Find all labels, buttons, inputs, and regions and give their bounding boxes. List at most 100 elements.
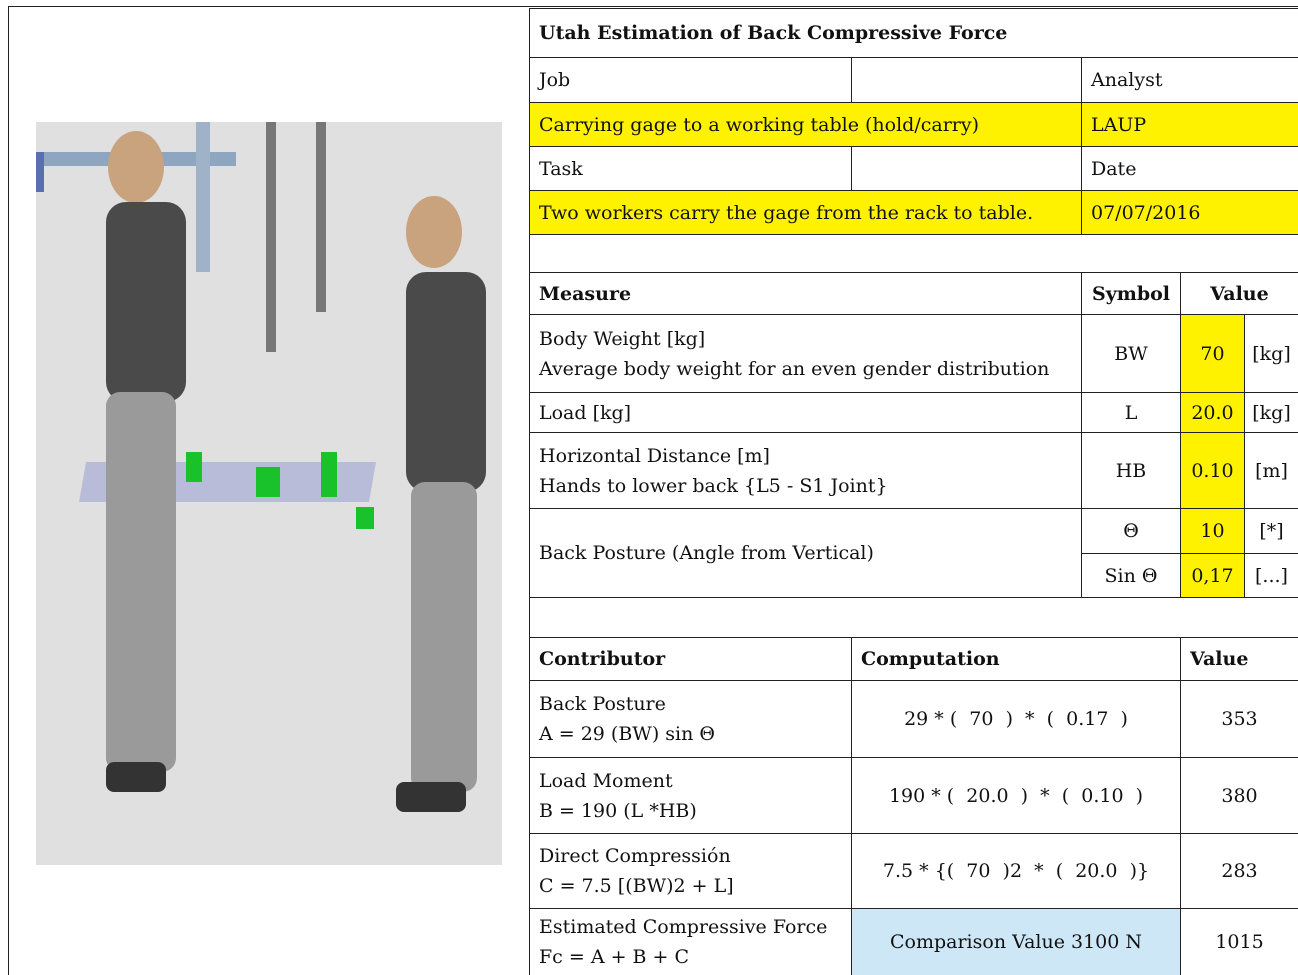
cell-text: Comparison Value 3100 N bbox=[890, 927, 1142, 957]
cell-text: Value bbox=[1190, 644, 1289, 674]
cell-text: Load [kg] bbox=[539, 398, 1072, 428]
cell-text: [m] bbox=[1255, 456, 1288, 486]
cell-text: Estimated Compressive Force bbox=[539, 912, 842, 942]
field: LAUP bbox=[1081, 102, 1298, 147]
cell-text: Hands to lower back {L5 - S1 Joint} bbox=[539, 471, 1072, 501]
unit: [*] bbox=[1244, 508, 1298, 554]
cell-text: BW bbox=[1114, 339, 1148, 369]
cell-text: Computation bbox=[861, 644, 1171, 674]
symbol: Sin Θ bbox=[1081, 553, 1181, 598]
column-header: Computation bbox=[851, 637, 1181, 681]
cell-text: A = 29 (BW) sin Θ bbox=[539, 719, 842, 749]
value: 0.10 bbox=[1180, 432, 1245, 509]
field: 07/07/2016 bbox=[1081, 190, 1298, 235]
result: 380 bbox=[1180, 757, 1298, 834]
cell-text: Date bbox=[1091, 154, 1289, 184]
measure: Load [kg] bbox=[529, 392, 1082, 433]
cell-text: 20.0 bbox=[1191, 398, 1233, 428]
cell-text: Average body weight for an even gender d… bbox=[539, 354, 1072, 384]
cell-text: B = 190 (L *HB) bbox=[539, 796, 842, 826]
value: 0,17 bbox=[1180, 553, 1245, 598]
label: Job bbox=[529, 57, 852, 103]
symbol: BW bbox=[1081, 314, 1181, 393]
cell-text: Back Posture bbox=[539, 689, 842, 719]
cell-text: Sin Θ bbox=[1105, 561, 1158, 591]
cell-text: C = 7.5 [(BW)2 + L] bbox=[539, 871, 842, 901]
value: 10 bbox=[1180, 508, 1245, 554]
cell-text: 70 bbox=[1200, 339, 1224, 369]
column-header: Measure bbox=[529, 272, 1082, 315]
empty bbox=[851, 146, 1082, 191]
value: 70 bbox=[1180, 314, 1245, 393]
symbol: HB bbox=[1081, 432, 1181, 509]
cell-text: 380 bbox=[1221, 781, 1257, 811]
measure: Horizontal Distance [m]Hands to lower ba… bbox=[529, 432, 1082, 509]
cell-text: 29 * ( 70 ) * ( 0.17 ) bbox=[904, 704, 1128, 734]
column-header: Value bbox=[1180, 637, 1298, 681]
cell-text: Load Moment bbox=[539, 766, 842, 796]
computation: 29 * ( 70 ) * ( 0.17 ) bbox=[851, 680, 1181, 758]
cell-text: 0.10 bbox=[1191, 456, 1233, 486]
cell-text: Body Weight [kg] bbox=[539, 324, 1072, 354]
computation: Comparison Value 3100 N bbox=[851, 908, 1181, 975]
result: 353 bbox=[1180, 680, 1298, 758]
cell-text: [kg] bbox=[1252, 398, 1291, 428]
unit: [...] bbox=[1244, 553, 1298, 598]
field: Two workers carry the gage from the rack… bbox=[529, 190, 1082, 235]
column-header: Symbol bbox=[1081, 272, 1181, 315]
cell-text: 190 * ( 20.0 ) * ( 0.10 ) bbox=[889, 781, 1143, 811]
cell-text: Back Posture (Angle from Vertical) bbox=[539, 538, 1072, 568]
cell-text: Measure bbox=[539, 279, 1072, 309]
cell-text: Job bbox=[539, 65, 842, 95]
title: Utah Estimation of Back Compressive Forc… bbox=[529, 8, 1298, 58]
unit: [kg] bbox=[1244, 314, 1298, 393]
symbol: L bbox=[1081, 392, 1181, 433]
spacer bbox=[529, 234, 1298, 273]
cell-text: L bbox=[1125, 398, 1138, 428]
field: Carrying gage to a working table (hold/c… bbox=[529, 102, 1082, 147]
cell-text: 283 bbox=[1221, 856, 1257, 886]
computation: 190 * ( 20.0 ) * ( 0.10 ) bbox=[851, 757, 1181, 834]
cell-text: 0,17 bbox=[1191, 561, 1233, 591]
cell-text: Carrying gage to a working table (hold/c… bbox=[539, 110, 1072, 140]
cell-text: Utah Estimation of Back Compressive Forc… bbox=[539, 18, 1289, 48]
column-header: Value bbox=[1180, 272, 1298, 315]
empty bbox=[851, 57, 1082, 103]
cell-text: Symbol bbox=[1092, 279, 1170, 309]
cell-text: 07/07/2016 bbox=[1091, 198, 1289, 228]
computation: 7.5 * {( 70 )2 * ( 20.0 )} bbox=[851, 833, 1181, 909]
measure: Back Posture (Angle from Vertical) bbox=[529, 508, 1082, 598]
result: 1015 bbox=[1180, 908, 1298, 975]
cell-text: 1015 bbox=[1215, 927, 1263, 957]
page: Utah Estimation of Back Compressive Forc… bbox=[0, 0, 1298, 975]
cell-text: Task bbox=[539, 154, 842, 184]
symbol: Θ bbox=[1081, 508, 1181, 554]
label: Date bbox=[1081, 146, 1298, 191]
label: Task bbox=[529, 146, 852, 191]
measure: Body Weight [kg]Average body weight for … bbox=[529, 314, 1082, 393]
cell-text: [*] bbox=[1259, 516, 1283, 546]
cell-text: Value bbox=[1210, 279, 1268, 309]
result: 283 bbox=[1180, 833, 1298, 909]
cell-text: Contributor bbox=[539, 644, 842, 674]
label: Analyst bbox=[1081, 57, 1298, 103]
illustration bbox=[36, 122, 502, 865]
cell-text: [...] bbox=[1255, 561, 1288, 591]
cell-text: HB bbox=[1116, 456, 1147, 486]
cell-text: 353 bbox=[1221, 704, 1257, 734]
cell-text: Analyst bbox=[1091, 65, 1289, 95]
cell-text: [kg] bbox=[1252, 339, 1291, 369]
column-header: Contributor bbox=[529, 637, 852, 681]
cell-text: LAUP bbox=[1091, 110, 1289, 140]
unit: [kg] bbox=[1244, 392, 1298, 433]
cell-text: Two workers carry the gage from the rack… bbox=[539, 198, 1072, 228]
cell-text: Θ bbox=[1123, 516, 1139, 546]
cell-text: 10 bbox=[1200, 516, 1224, 546]
cell-text: Horizontal Distance [m] bbox=[539, 441, 1072, 471]
cell-text: Fc = A + B + C bbox=[539, 942, 842, 972]
spacer bbox=[529, 597, 1298, 638]
value: 20.0 bbox=[1180, 392, 1245, 433]
